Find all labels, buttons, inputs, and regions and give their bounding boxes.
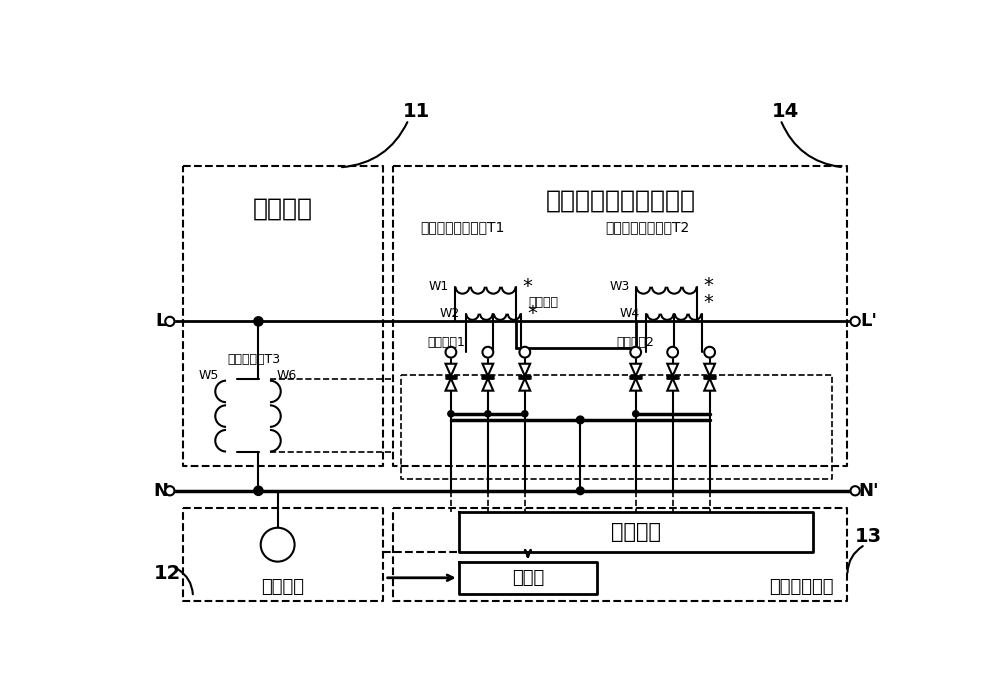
Circle shape: [522, 411, 528, 417]
FancyArrowPatch shape: [847, 546, 863, 573]
Circle shape: [519, 347, 530, 358]
Polygon shape: [667, 364, 678, 376]
Text: 取电变压器T3: 取电变压器T3: [228, 353, 281, 367]
Text: 驱动电路: 驱动电路: [611, 522, 661, 542]
Text: *: *: [527, 304, 537, 323]
Polygon shape: [630, 378, 641, 391]
Polygon shape: [519, 378, 530, 391]
Text: 双向开儱1: 双向开儱1: [428, 336, 466, 349]
Polygon shape: [446, 364, 456, 376]
Text: W6: W6: [277, 369, 297, 382]
Text: 采样单元: 采样单元: [262, 578, 305, 596]
FancyArrowPatch shape: [178, 569, 193, 595]
Circle shape: [630, 347, 641, 358]
Text: W2: W2: [439, 307, 459, 320]
FancyArrowPatch shape: [342, 122, 407, 167]
Circle shape: [482, 347, 493, 358]
Text: *: *: [703, 293, 713, 311]
Text: 控制器: 控制器: [512, 569, 544, 587]
Polygon shape: [704, 364, 715, 376]
Text: V: V: [271, 535, 284, 554]
Text: W3: W3: [609, 280, 630, 294]
Polygon shape: [446, 378, 456, 391]
Polygon shape: [482, 364, 493, 376]
Circle shape: [485, 411, 491, 417]
FancyArrowPatch shape: [782, 122, 841, 167]
Text: W4: W4: [620, 307, 640, 320]
Circle shape: [254, 317, 263, 326]
Text: 原边多抄头变压器T2: 原边多抄头变压器T2: [605, 220, 689, 234]
Circle shape: [446, 347, 456, 358]
Circle shape: [254, 486, 263, 495]
Circle shape: [633, 411, 639, 417]
Circle shape: [667, 347, 678, 358]
Text: *: *: [523, 277, 532, 296]
Text: 11: 11: [403, 103, 430, 121]
Text: 第一控制单元: 第一控制单元: [769, 578, 834, 596]
Text: 中间抄头: 中间抄头: [528, 296, 558, 309]
Text: L: L: [155, 312, 166, 331]
Text: 原边多抄头变压器T1: 原边多抄头变压器T1: [420, 220, 505, 234]
Text: N: N: [153, 482, 168, 500]
Polygon shape: [482, 378, 493, 391]
Polygon shape: [704, 378, 715, 391]
Circle shape: [851, 317, 860, 326]
Polygon shape: [667, 378, 678, 391]
Text: L': L': [861, 312, 878, 331]
Text: W1: W1: [428, 280, 449, 294]
Text: 取电单元: 取电单元: [253, 196, 313, 220]
Text: 12: 12: [154, 564, 181, 584]
Circle shape: [165, 486, 174, 495]
Circle shape: [261, 528, 295, 562]
Circle shape: [165, 317, 174, 326]
Circle shape: [704, 347, 715, 358]
Circle shape: [576, 416, 584, 424]
Circle shape: [448, 411, 454, 417]
Polygon shape: [519, 364, 530, 376]
Text: W5: W5: [199, 369, 219, 382]
Text: 原边多抄头变压器单元: 原边多抄头变压器单元: [545, 189, 695, 212]
Polygon shape: [630, 364, 641, 376]
Text: N': N': [859, 482, 879, 500]
Text: 14: 14: [772, 103, 799, 121]
Circle shape: [851, 486, 860, 495]
Circle shape: [576, 487, 584, 495]
Text: 双向开儱2: 双向开儱2: [616, 336, 654, 349]
Text: 13: 13: [855, 528, 882, 546]
Text: *: *: [703, 276, 713, 295]
